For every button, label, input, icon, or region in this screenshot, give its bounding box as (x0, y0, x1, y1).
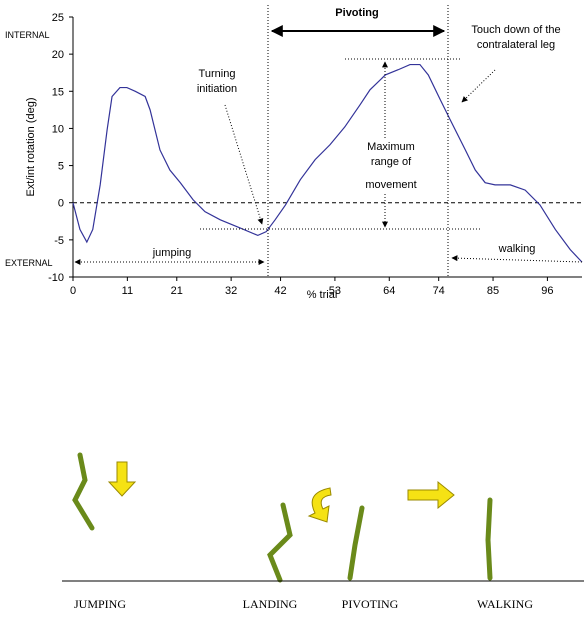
annotation: Turning (199, 68, 236, 80)
data-line (72, 63, 583, 263)
y-tick-label: -10 (48, 272, 64, 284)
leg-figure (267, 502, 293, 583)
y-tick-label: 10 (52, 123, 64, 135)
y-axis-label: Ext/int rotation (deg) (25, 97, 37, 196)
leg-figure (72, 452, 95, 531)
y-tick-label: 0 (58, 198, 64, 210)
turn-arrow (224, 104, 264, 225)
leg-figure (485, 497, 493, 581)
x-tick-label: 21 (171, 285, 183, 297)
annotation: range of (371, 156, 412, 168)
illustration (72, 452, 493, 583)
annotation: INTERNAL (5, 30, 50, 40)
x-tick-label: 74 (433, 285, 445, 297)
y-tick-label: 5 (58, 161, 64, 173)
y-tick-label: 15 (52, 86, 64, 98)
y-tick-label: 20 (52, 49, 64, 61)
x-tick-label: 42 (274, 285, 286, 297)
annotation: jumping (152, 247, 192, 259)
annotation: movement (365, 179, 416, 191)
turn-arrow (307, 487, 332, 523)
label-bg (365, 138, 415, 193)
x-tick-label: 85 (487, 285, 499, 297)
phase-label: LANDING (243, 597, 298, 611)
leg-figure (347, 505, 365, 581)
x-tick-label: 11 (122, 285, 133, 297)
phase-label: PIVOTING (342, 597, 399, 611)
y-tick-label: 25 (52, 12, 64, 24)
y-tick-label: -5 (54, 235, 64, 247)
x-tick-label: 64 (383, 285, 395, 297)
down-arrow (107, 461, 137, 497)
x-tick-label: 53 (329, 285, 341, 297)
x-tick-label: 96 (541, 285, 553, 297)
annotation: Touch down of the (471, 24, 560, 36)
touch-arrow (461, 69, 496, 103)
annotation: Pivoting (335, 7, 378, 19)
annotation: walking (498, 243, 536, 255)
annotation: initiation (197, 83, 237, 95)
right-arrow (407, 480, 455, 510)
x-tick-label: 32 (225, 285, 237, 297)
plot: -10 -5 0 5 10 15 20 25 0 11 21 32 42 53 64 74 85 96 (48, 12, 583, 297)
walk-arrow (451, 255, 583, 263)
annotation: EXTERNAL (5, 258, 53, 268)
x-tick-label: 0 (70, 285, 76, 297)
phase-label: WALKING (477, 597, 533, 611)
annotation: contralateral leg (477, 39, 555, 51)
arrows (107, 461, 455, 523)
phase-label: JUMPING (74, 597, 126, 611)
annotation: Maximum (367, 141, 415, 153)
annotations (74, 5, 583, 277)
x-axis-label: % trial (307, 289, 338, 301)
